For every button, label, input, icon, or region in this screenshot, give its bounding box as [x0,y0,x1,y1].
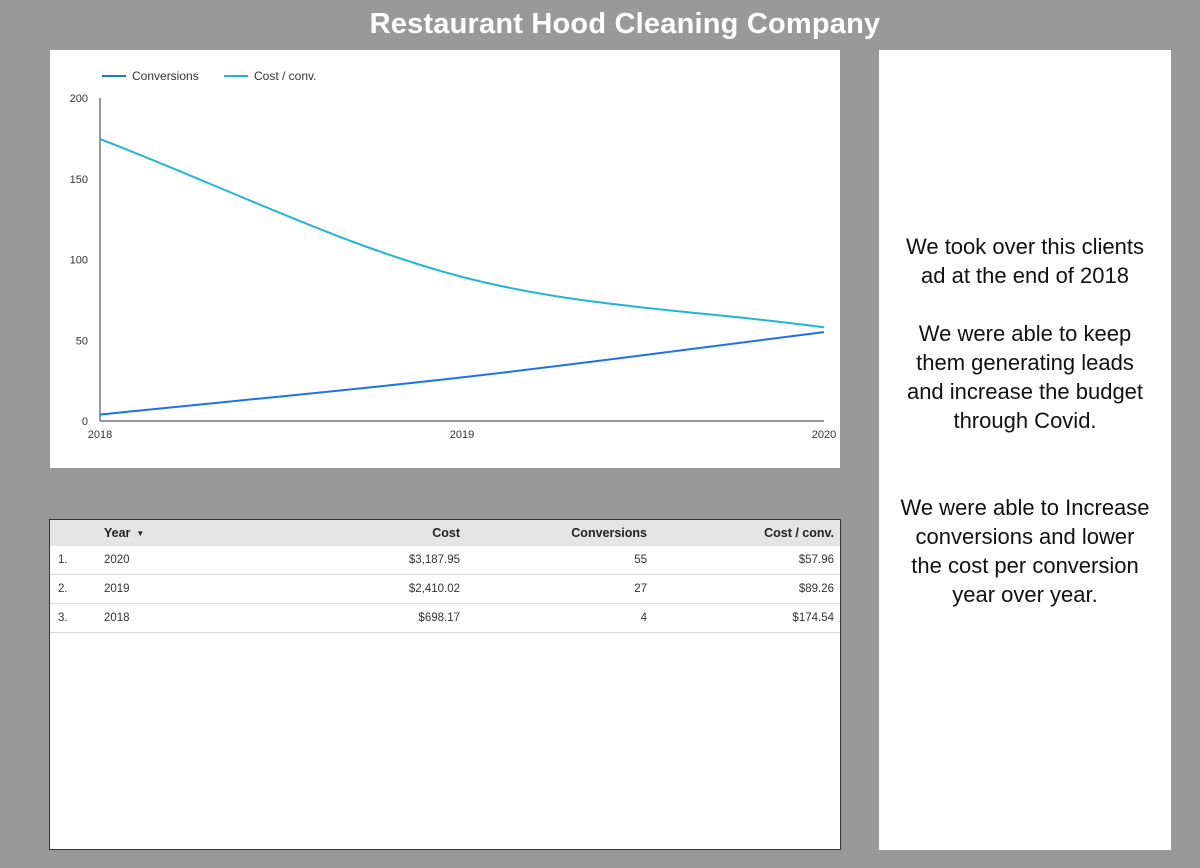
table-row: 1. 2020 $3,187.95 55 $57.96 [50,546,840,575]
legend-label: Conversions [132,69,199,83]
note-results: We were able to Increase conversions and… [900,495,1150,607]
row-cost-per-conv: $89.26 [653,574,840,604]
series-line-cost-per-conv [99,138,825,329]
cost-header[interactable]: Cost [229,520,466,546]
conversions-header[interactable]: Conversions [466,520,653,546]
y-tick-label: 200 [70,93,88,105]
y-tick-label: 50 [76,335,88,347]
table-row: 3. 2018 $698.17 4 $174.54 [50,603,840,633]
table-row: 2. 2019 $2,410.02 27 $89.26 [50,574,840,604]
row-conversions: 4 [466,603,653,633]
index-header [50,520,98,546]
table-header-row: Year ▼ Cost Conversions Cost / conv. [50,520,840,546]
x-tick-label: 2020 [812,429,836,441]
sort-down-icon[interactable]: ▼ [136,529,145,539]
row-cost: $698.17 [229,603,466,633]
row-index: 2. [50,574,98,604]
line-chart: 0 50 100 150 200 2018 2019 2020 Conversions Cost … [70,69,837,441]
notes-panel: We took over this clients ad at the end … [879,50,1171,850]
row-year: 2020 [98,546,229,575]
row-index: 1. [50,546,98,575]
page-title: Restaurant Hood Cleaning Company [369,8,881,40]
note-takeover: We took over this clients ad at the end … [905,234,1145,433]
y-tick-label: 0 [82,416,88,428]
row-conversions: 55 [466,546,653,575]
row-conversions: 27 [466,574,653,604]
year-header-label: Year [104,526,131,540]
y-tick-label: 150 [70,174,88,186]
row-year: 2018 [98,603,229,633]
data-table: Year ▼ Cost Conversions Cost / conv. 1. 2… [50,520,840,633]
legend-label: Cost / conv. [254,69,316,83]
row-year: 2019 [98,574,229,604]
row-cost-per-conv: $174.54 [653,603,840,633]
cost-per-conv-header[interactable]: Cost / conv. [653,520,840,546]
x-tick-label: 2019 [450,429,474,441]
x-tick-label: 2018 [88,429,112,441]
year-header[interactable]: Year ▼ [98,520,229,546]
series-line-conversions [99,331,825,416]
y-tick-label: 100 [70,255,88,267]
data-table-card: Year ▼ Cost Conversions Cost / conv. 1. 2… [49,519,841,850]
row-cost-per-conv: $57.96 [653,546,840,575]
row-index: 3. [50,603,98,633]
row-cost: $3,187.95 [229,546,466,575]
line-chart-card: 0 50 100 150 200 2018 2019 2020 Conversions Cost … [50,50,840,468]
row-cost: $2,410.02 [229,574,466,604]
